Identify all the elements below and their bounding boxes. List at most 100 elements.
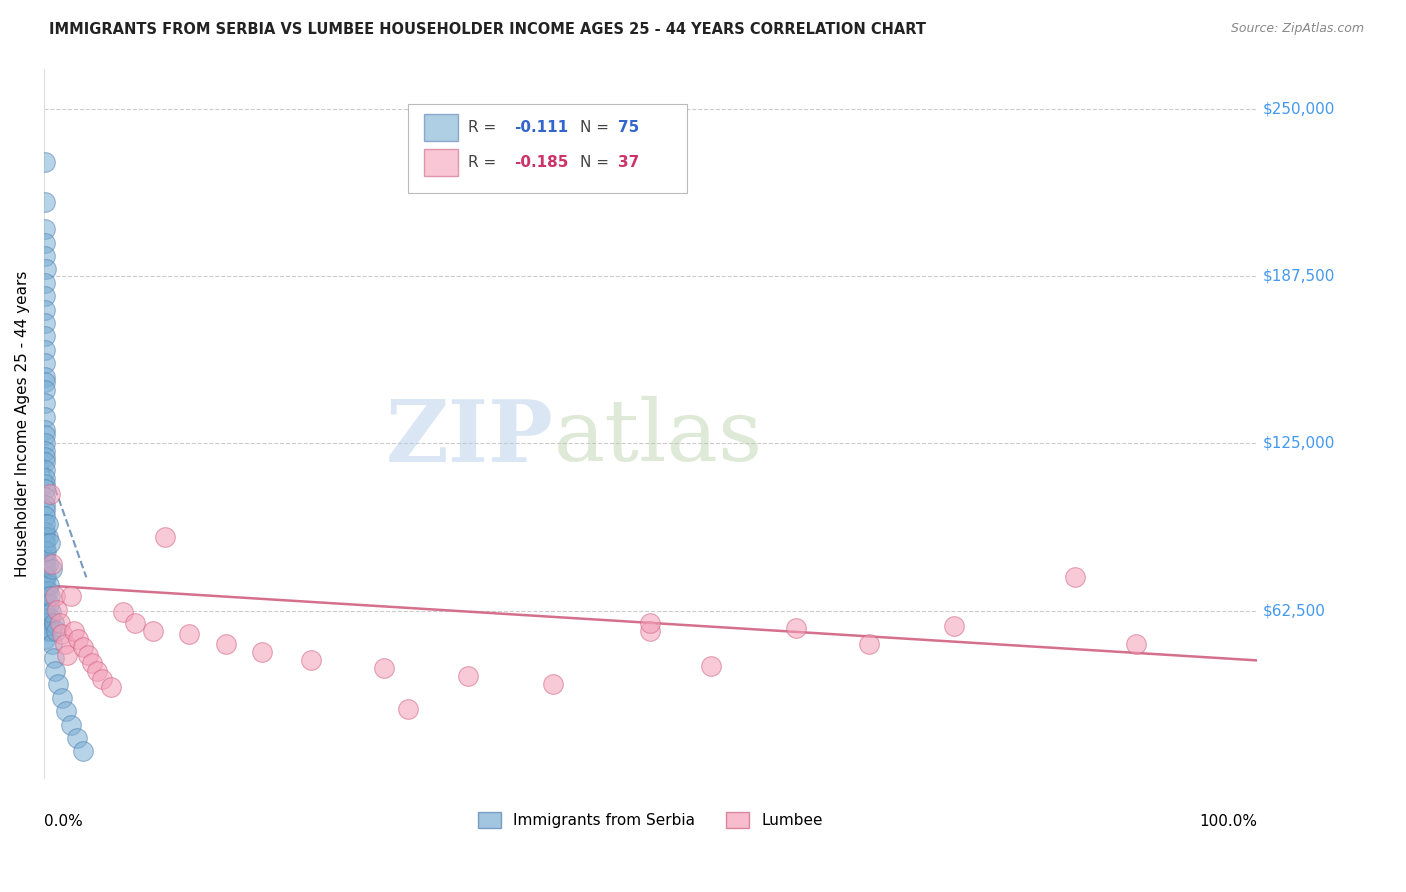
Point — [34, 444, 56, 458]
Point — [41, 557, 63, 571]
Point — [34, 235, 56, 250]
Point — [51, 690, 73, 705]
Point — [66, 632, 89, 646]
Point — [34, 356, 56, 370]
Legend: Immigrants from Serbia, Lumbee: Immigrants from Serbia, Lumbee — [472, 806, 828, 834]
Point — [72, 640, 94, 654]
Point — [34, 369, 56, 384]
FancyBboxPatch shape — [408, 104, 686, 193]
Point — [34, 436, 56, 450]
Point — [63, 624, 86, 638]
Point — [34, 516, 56, 531]
Point — [34, 455, 56, 469]
Point — [59, 589, 82, 603]
Point — [41, 562, 63, 576]
Point — [34, 605, 56, 619]
Point — [35, 543, 58, 558]
Point — [34, 476, 56, 491]
Point — [640, 624, 662, 638]
Text: R =: R = — [468, 120, 502, 135]
Point — [34, 249, 56, 263]
Point — [46, 602, 69, 616]
Point — [39, 610, 62, 624]
Point — [34, 409, 56, 424]
Text: N =: N = — [581, 155, 614, 170]
Point — [44, 589, 66, 603]
Point — [55, 704, 77, 718]
Text: $187,500: $187,500 — [1263, 268, 1336, 284]
Text: 75: 75 — [617, 120, 638, 135]
Point — [543, 677, 565, 691]
Point — [39, 624, 62, 638]
Point — [34, 615, 56, 630]
Text: $125,000: $125,000 — [1263, 436, 1336, 451]
Text: $62,500: $62,500 — [1263, 603, 1326, 618]
Text: IMMIGRANTS FROM SERBIA VS LUMBEE HOUSEHOLDER INCOME AGES 25 - 44 YEARS CORRELATI: IMMIGRANTS FROM SERBIA VS LUMBEE HOUSEHO… — [49, 22, 927, 37]
Point — [53, 637, 76, 651]
Point — [215, 637, 238, 651]
Point — [91, 672, 114, 686]
Point — [142, 624, 165, 638]
Point — [37, 516, 59, 531]
Text: Source: ZipAtlas.com: Source: ZipAtlas.com — [1230, 22, 1364, 36]
Point — [640, 615, 662, 630]
Point — [1064, 570, 1087, 584]
Bar — [423, 150, 457, 177]
Point — [34, 535, 56, 549]
Point — [179, 626, 201, 640]
Point — [86, 664, 108, 678]
Point — [34, 471, 56, 485]
Point — [41, 637, 63, 651]
Point — [38, 597, 60, 611]
Text: 37: 37 — [617, 155, 638, 170]
Point — [34, 610, 56, 624]
Point — [34, 508, 56, 523]
Point — [252, 645, 274, 659]
Point — [34, 155, 56, 169]
Point — [373, 661, 395, 675]
Point — [34, 551, 56, 566]
Point — [34, 329, 56, 343]
Point — [34, 490, 56, 504]
Point — [34, 375, 56, 389]
Y-axis label: Householder Income Ages 25 - 44 years: Householder Income Ages 25 - 44 years — [15, 270, 30, 576]
Text: $250,000: $250,000 — [1263, 101, 1336, 116]
Point — [34, 530, 56, 544]
Point — [34, 396, 56, 410]
Point — [37, 557, 59, 571]
Point — [42, 650, 65, 665]
Point — [35, 262, 58, 277]
Point — [34, 222, 56, 236]
Point — [39, 605, 62, 619]
Point — [45, 624, 67, 638]
Point — [72, 744, 94, 758]
Point — [38, 578, 60, 592]
Point — [34, 498, 56, 512]
Point — [396, 701, 419, 715]
Point — [299, 653, 322, 667]
Point — [34, 383, 56, 397]
Point — [76, 648, 98, 662]
Text: 100.0%: 100.0% — [1199, 814, 1257, 829]
Point — [34, 482, 56, 496]
Point — [111, 605, 134, 619]
Point — [34, 463, 56, 477]
Point — [34, 583, 56, 598]
Text: ZIP: ZIP — [385, 395, 554, 480]
Point — [39, 589, 62, 603]
Text: N =: N = — [581, 120, 614, 135]
Text: R =: R = — [468, 155, 502, 170]
Point — [34, 276, 56, 290]
Point — [48, 677, 70, 691]
Point — [153, 530, 176, 544]
Point — [37, 583, 59, 598]
Point — [1125, 637, 1147, 651]
Point — [34, 316, 56, 330]
Point — [785, 621, 807, 635]
Point — [100, 680, 122, 694]
Point — [34, 450, 56, 464]
Point — [700, 658, 723, 673]
Point — [59, 717, 82, 731]
Point — [37, 530, 59, 544]
Point — [51, 626, 73, 640]
